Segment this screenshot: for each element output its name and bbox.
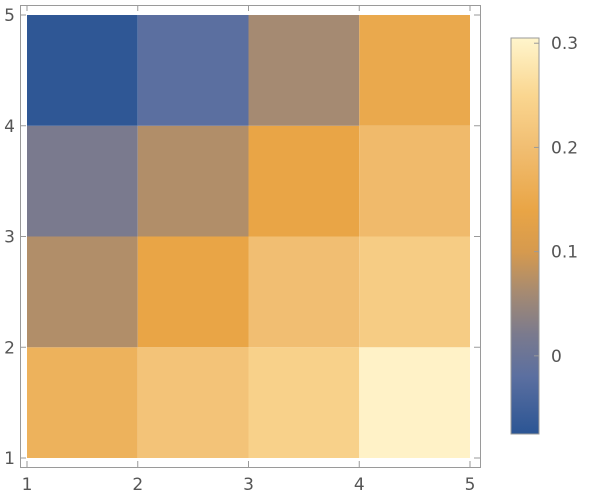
y-tick-label: 3	[4, 228, 15, 248]
heatmap-cell-r3-c4	[359, 125, 470, 237]
heatmap-cell-r3-c3	[248, 125, 360, 237]
colorbar-tick-label: 0	[551, 347, 562, 367]
colorbar-tick-label: 0.2	[551, 138, 578, 158]
colorbar-gradient	[510, 37, 540, 435]
heatmap-cell-r2-c1	[27, 236, 138, 348]
colorbar: 0.3 0.2 0.1 0	[510, 34, 578, 435]
colorbar-tick-label: 0.3	[551, 34, 578, 54]
colorbar-tick-label: 0.1	[551, 243, 578, 263]
heatmap-cell-r3-c2	[137, 125, 249, 237]
heatmap-cell-r2-c4	[359, 236, 470, 348]
heatmap-cell-r2-c3	[248, 236, 360, 348]
heatmap-cell-r4-c2	[137, 15, 249, 126]
heatmap-cell-r1-c4	[359, 347, 470, 458]
x-tick-label: 2	[132, 475, 143, 495]
y-tick-label: 5	[4, 6, 15, 26]
y-tick-label: 1	[4, 449, 15, 469]
heatmap-cell-r2-c2	[137, 236, 249, 348]
axes: 1 2 3 4 5 1 2 3 4 5	[4, 5, 481, 495]
heatmap-cell-r4-c3	[248, 15, 360, 126]
heatmap-cell-r4-c1	[27, 15, 138, 126]
y-tick-label: 4	[4, 117, 15, 137]
x-tick-label: 3	[243, 475, 254, 495]
heatmap-cell-r1-c3	[248, 347, 360, 458]
heatmap-cell-r3-c1	[27, 125, 138, 237]
x-tick-label: 5	[465, 475, 476, 495]
heatmap-cell-r1-c2	[137, 347, 249, 458]
heatmap-cell-r1-c1	[27, 347, 138, 458]
x-tick-label: 4	[354, 475, 365, 495]
heatmap-cells	[27, 15, 470, 458]
y-tick-label: 2	[4, 338, 15, 358]
x-tick-label: 1	[22, 475, 33, 495]
heatmap-cell-r4-c4	[359, 15, 470, 126]
